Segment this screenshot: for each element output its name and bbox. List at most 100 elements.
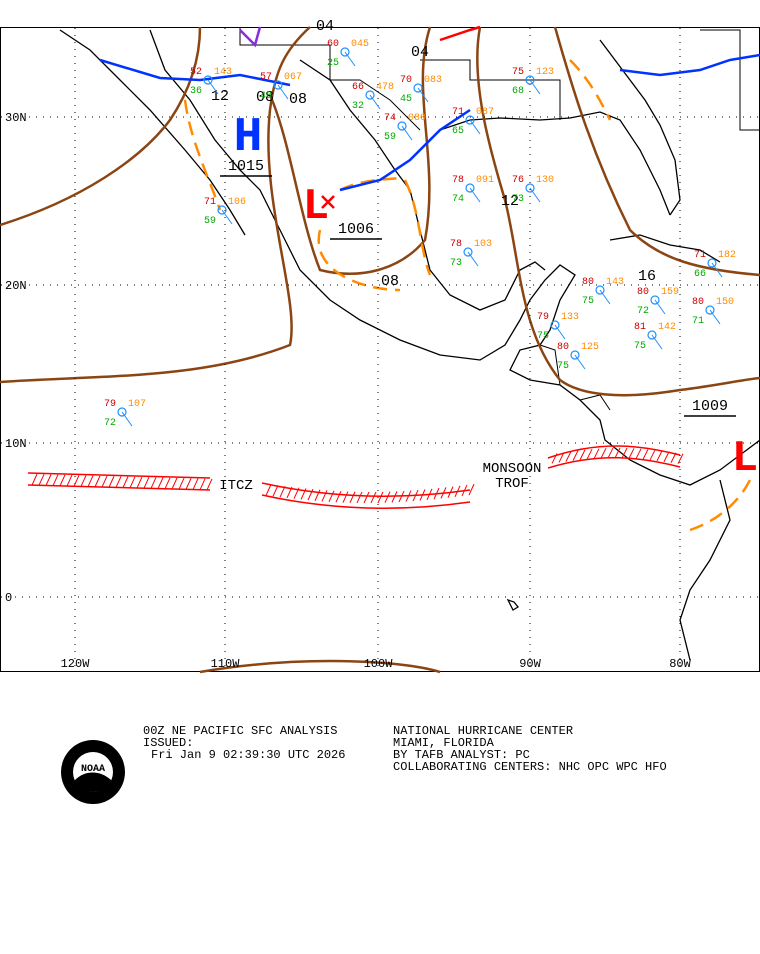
hatch [377,491,384,504]
hatch [164,477,171,490]
center-location: MIAMI, FLORIDA [393,736,495,750]
hatch [279,485,286,498]
station-temperature: 70 [400,75,412,86]
station-pressure: 182 [718,250,736,261]
station-circle [203,75,213,85]
hatch [551,453,558,464]
station-pressure: 091 [476,175,494,186]
wind-barb [277,84,289,100]
station-pressure: 478 [376,82,394,93]
isobar-label: 08 [381,273,399,290]
feature-label: MONSOON [483,461,542,477]
wind-barb [654,299,666,315]
longitude-label: 110W [211,657,241,671]
isobar-label: 12 [501,193,519,210]
feature-label: TROF [495,476,529,492]
hatch [199,478,206,490]
wind-barb [651,334,663,350]
wind-barb [207,79,219,95]
fronts [99,25,760,192]
station-pressure: 087 [476,107,494,118]
station-plot: 80 159 72 [637,287,679,317]
hatch [286,486,293,499]
wind-barb [554,324,566,340]
feature-label: ITCZ [219,478,253,494]
hatch [356,491,363,504]
hatch [663,451,670,462]
wind-barb [344,51,356,67]
hatch [108,476,115,488]
hatch [52,474,59,486]
station-circle [217,205,227,215]
longitude-label: 90W [519,657,541,671]
isobar-label: 04 [316,18,334,35]
collaborating-centers: COLLABORATING CENTERS: NHC OPC WPC HFO [393,760,667,774]
hatch [349,491,356,503]
hatch [454,485,461,498]
station-dewpoint: 36 [190,86,202,97]
station-pressure: 067 [284,72,302,83]
hatch [405,490,412,502]
hatch [143,477,150,489]
station-plot: 75 123 68 [512,67,554,97]
latitude-label: 20N [5,279,27,293]
station-dewpoint: 59 [384,132,396,143]
product-title: 00Z NE PACIFIC SFC ANALYSIS [143,724,337,738]
station-plot: 71 087 65 [452,107,494,137]
wind-barb [711,262,723,278]
hatch [398,490,405,503]
station-circle [705,305,715,315]
hatch [157,477,164,489]
station-pressure: 143 [214,67,232,78]
station-temperature: 80 [692,297,704,308]
hatch [293,487,300,499]
isobar-label: 08 [289,91,307,108]
borders [239,27,760,411]
hatch [447,486,454,498]
station-plot: 57 067 48 [260,72,302,102]
hatch [129,476,136,489]
itcz-band [27,445,681,509]
hatch [461,484,468,497]
hatch [391,491,398,503]
station-dewpoint: 68 [512,86,524,97]
station-circle [397,121,407,131]
hatch [565,451,572,462]
station-dewpoint: 72 [104,418,116,429]
station-plot: 71 182 66 [694,250,736,280]
wind-barb [221,209,233,225]
station-pressure: 107 [128,399,146,410]
hatch [38,474,45,486]
hatch [328,490,335,502]
hatch [635,448,642,460]
station-temperature: 76 [512,175,524,186]
station-dewpoint: 25 [327,58,339,69]
station-circle [570,350,580,360]
issued-time: Fri Jan 9 02:39:30 UTC 2026 [151,748,345,762]
hatch [94,475,101,488]
hatch [649,449,656,461]
hatch [419,489,426,501]
station-pressure: 106 [228,197,246,208]
station-dewpoint: 72 [637,306,649,317]
wind-barb [121,411,133,427]
station-plot: 74 080 59 [384,113,426,143]
wind-barb [529,79,541,95]
station-plot: 66 478 32 [352,82,394,112]
station-dewpoint: 73 [512,194,524,205]
hatch [579,449,586,461]
isobar-label: 04 [411,44,429,61]
hatch [370,491,377,504]
station-temperature: 78 [450,239,462,250]
hatch [628,448,635,459]
station-dewpoint: 66 [694,269,706,280]
longitude-label: 80W [669,657,691,671]
hatch [265,484,272,496]
wind-barb [599,289,611,305]
hatch [426,488,433,501]
hatch [621,447,628,459]
station-plot: 70 083 45 [400,75,442,105]
station-circle [413,83,423,93]
hatch [321,490,328,502]
